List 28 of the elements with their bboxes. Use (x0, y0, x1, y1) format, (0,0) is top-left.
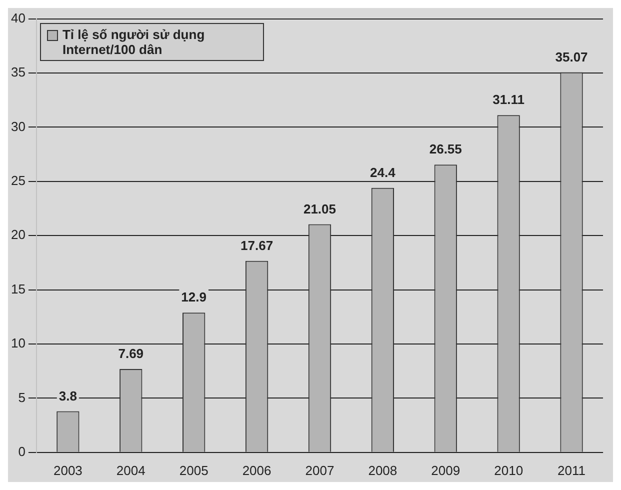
x-tick-label: 2008 (368, 462, 398, 478)
data-label: 35.07 (555, 49, 588, 64)
data-label: 21.05 (303, 201, 336, 216)
legend-label: Tỉ lệ số người sử dụng Internet/100 dân (62, 26, 206, 57)
data-label: 26.55 (429, 142, 462, 157)
y-tick-label: 5 (18, 390, 26, 405)
x-tick-label: 2004 (116, 462, 146, 478)
data-label: 24.4 (370, 164, 396, 180)
data-label: 7.69 (118, 346, 144, 362)
y-tick-label: 40 (10, 10, 26, 26)
y-tick-label: 35 (10, 64, 26, 80)
x-tick-label: 2010 (494, 462, 524, 478)
x-tick-label: 2003 (53, 462, 82, 478)
data-label: 31.11 (492, 92, 524, 108)
x-tick-label: 2005 (179, 462, 208, 478)
y-tick-label: 10 (10, 336, 26, 351)
data-label: 12.9 (181, 290, 206, 305)
y-tick-label: 20 (10, 227, 26, 242)
x-tick-label: 2011 (558, 462, 586, 478)
y-tick-label: 25 (10, 172, 26, 188)
y-tick-label: 0 (18, 444, 26, 459)
x-tick-label: 2006 (242, 462, 272, 478)
data-label: 3.8 (58, 388, 77, 404)
y-tick-label: 30 (10, 118, 26, 134)
y-tick-label: 15 (10, 281, 26, 296)
x-tick-label: 2007 (305, 462, 334, 478)
data-label: 17.67 (240, 238, 274, 253)
x-tick-label: 2009 (431, 462, 460, 478)
